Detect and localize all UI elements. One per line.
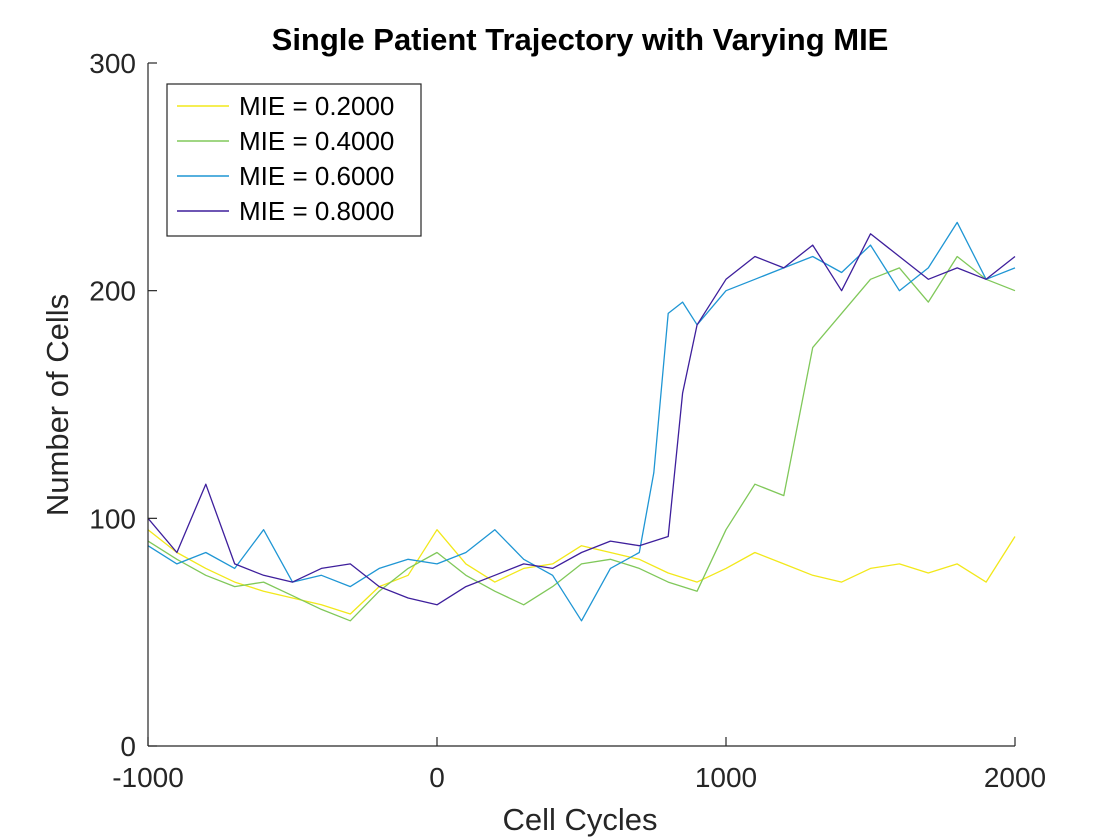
legend: MIE = 0.2000 MIE = 0.4000 MIE = 0.6000 MIE … xyxy=(166,83,422,237)
y-tick-label-3: 200 xyxy=(89,276,136,307)
axes-group xyxy=(147,63,1015,747)
x-tick-label-3: 1000 xyxy=(695,762,757,793)
series-line-2 xyxy=(147,255,1016,622)
x-tick-label-4: 2000 xyxy=(984,762,1046,793)
series-line-4 xyxy=(147,233,1016,606)
plot-series-group xyxy=(147,221,1016,622)
x-axis-label: Cell Cycles xyxy=(502,802,657,837)
y-tick-label-4: 300 xyxy=(89,48,136,79)
y-tick-label-2: 100 xyxy=(89,503,136,534)
series-line-1 xyxy=(147,529,1016,615)
legend-label-3: MIE = 0.6000 xyxy=(239,161,394,191)
x-tick-label-1: -1000 xyxy=(112,762,184,793)
y-tick-label-1: 0 xyxy=(120,731,136,762)
legend-label-2: MIE = 0.4000 xyxy=(239,126,394,156)
chart-title: Single Patient Trajectory with Varying M… xyxy=(272,22,889,57)
y-axis-label: Number of Cells xyxy=(40,294,75,516)
x-tick-label-2: 0 xyxy=(429,762,445,793)
legend-label-1: MIE = 0.2000 xyxy=(239,91,394,121)
legend-label-4: MIE = 0.8000 xyxy=(239,196,394,226)
series-line-3 xyxy=(147,221,1016,622)
